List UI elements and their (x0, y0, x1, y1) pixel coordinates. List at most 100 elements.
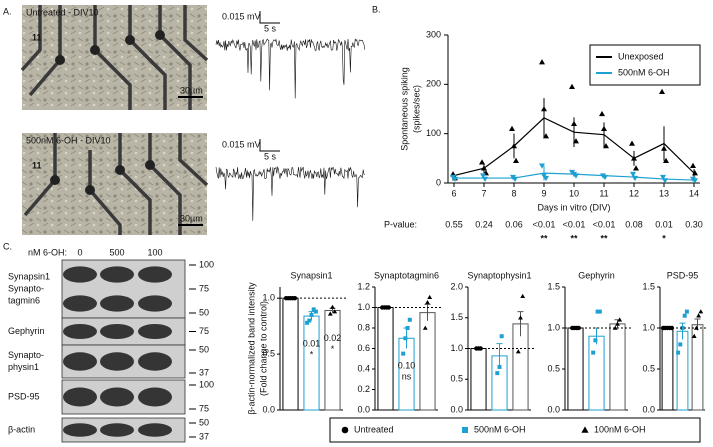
x-tick-label: 11 (599, 188, 608, 198)
scale-label: 30µm (180, 85, 203, 95)
pvalue-label: P-value: (384, 219, 417, 229)
bar (324, 309, 341, 411)
data-point (659, 88, 665, 94)
legend-label: Unexposed (618, 51, 664, 61)
data-point (682, 313, 687, 318)
chart-title: Synapsin1 (290, 270, 332, 280)
y-axis-label: (spikes/sec) (411, 85, 421, 133)
trace-y-scale: 0.015 mV (222, 11, 261, 21)
data-point (669, 325, 675, 331)
y-tick-label: 0.4 (357, 363, 370, 373)
y-tick-label: 0.0 (642, 404, 655, 414)
annotation: 0.02 (324, 333, 342, 343)
marker-label: 50 (199, 307, 209, 317)
data-point (696, 313, 701, 318)
bar (377, 307, 394, 411)
annotation: 0.01 (303, 338, 321, 348)
marker-label: 75 (199, 403, 209, 413)
data-point (684, 309, 689, 314)
chart-title: Synaptotagmin6 (374, 270, 439, 280)
x-tick-label: 10 (569, 188, 579, 198)
y-axis-label: β-actin-normalized band intensity (246, 282, 256, 415)
y-tick-label: 0.0 (547, 404, 560, 414)
pvalue: 0.55 (445, 219, 463, 229)
treatment-label: nM 6-OH: (28, 247, 67, 257)
data-point (518, 315, 523, 320)
blot-band (63, 387, 97, 407)
well-number: 11 (32, 160, 42, 170)
annotation: 0.10 (398, 361, 416, 371)
scale-bar (259, 11, 280, 24)
y-tick-label: 100 (426, 128, 441, 138)
legend-box (589, 44, 701, 86)
blot-band (138, 266, 172, 283)
bar (282, 297, 299, 411)
data-point (309, 312, 314, 317)
legend-label: Untreated (354, 424, 394, 434)
y-tick-label: 0.6 (357, 343, 370, 353)
data-point (305, 320, 310, 325)
data-point (663, 157, 669, 164)
data-point (660, 174, 666, 181)
data-point (591, 350, 596, 355)
bar (567, 327, 584, 411)
blot-band (138, 323, 172, 340)
y-tick-label: 1.0 (357, 302, 370, 312)
data-point (513, 157, 519, 164)
data-point (422, 325, 428, 330)
pvalue: <0.01 (563, 219, 586, 229)
y-tick-label: 0.2 (357, 384, 370, 394)
significance: ** (570, 233, 578, 243)
blot-band (138, 352, 172, 371)
data-point (691, 333, 697, 338)
y-axis-label: (Fold change to control) (258, 301, 268, 396)
x-axis-label: Days in vitro (DIV) (537, 202, 610, 212)
y-tick-label: 1.0 (642, 322, 655, 332)
x-tick-label: 12 (629, 188, 639, 198)
data-point (515, 349, 521, 354)
pvalue: 0.08 (625, 219, 643, 229)
marker-label: 100 (199, 259, 214, 269)
chart-title: Synaptophysin1 (467, 270, 531, 280)
data-point (617, 317, 623, 322)
pvalue: <0.01 (533, 219, 556, 229)
marker-label: 75 (199, 326, 209, 336)
panel-label: B. (372, 4, 381, 14)
marker-label: 50 (199, 344, 209, 354)
legend-swatch (341, 426, 349, 434)
bar (588, 335, 605, 411)
blot-band (100, 387, 134, 407)
marker-label: 37 (199, 431, 209, 441)
bar (512, 323, 529, 411)
data-point (311, 307, 316, 312)
data-point (698, 309, 704, 314)
voltage-trace (215, 38, 366, 99)
data-point (597, 309, 602, 314)
data-point (407, 317, 412, 322)
series-line (453, 117, 695, 177)
protein-label: tagmin6 (8, 295, 40, 305)
protein-label: Gephyrin (8, 326, 45, 336)
error-bar (496, 343, 503, 369)
data-point (569, 83, 575, 90)
bar (661, 327, 674, 411)
y-tick-label: 1.5 (547, 281, 560, 291)
legend-swatch (462, 427, 468, 433)
y-tick-label: 0.0 (357, 404, 370, 414)
marker-label: 100 (199, 379, 214, 389)
blot-band (63, 352, 97, 371)
data-point (292, 295, 298, 301)
marker-label: 50 (199, 417, 209, 427)
legend-swatch (581, 426, 589, 433)
protein-label: physin1 (8, 362, 39, 372)
blot-band (100, 352, 134, 371)
significance: ** (540, 233, 548, 243)
data-point (593, 338, 598, 343)
lane-label: 100 (147, 247, 162, 257)
blot-band (63, 423, 97, 437)
blot-band (138, 295, 172, 312)
bar (303, 315, 320, 411)
legend-label: 100nM 6-OH (594, 424, 646, 434)
x-tick-label: 6 (451, 188, 456, 198)
